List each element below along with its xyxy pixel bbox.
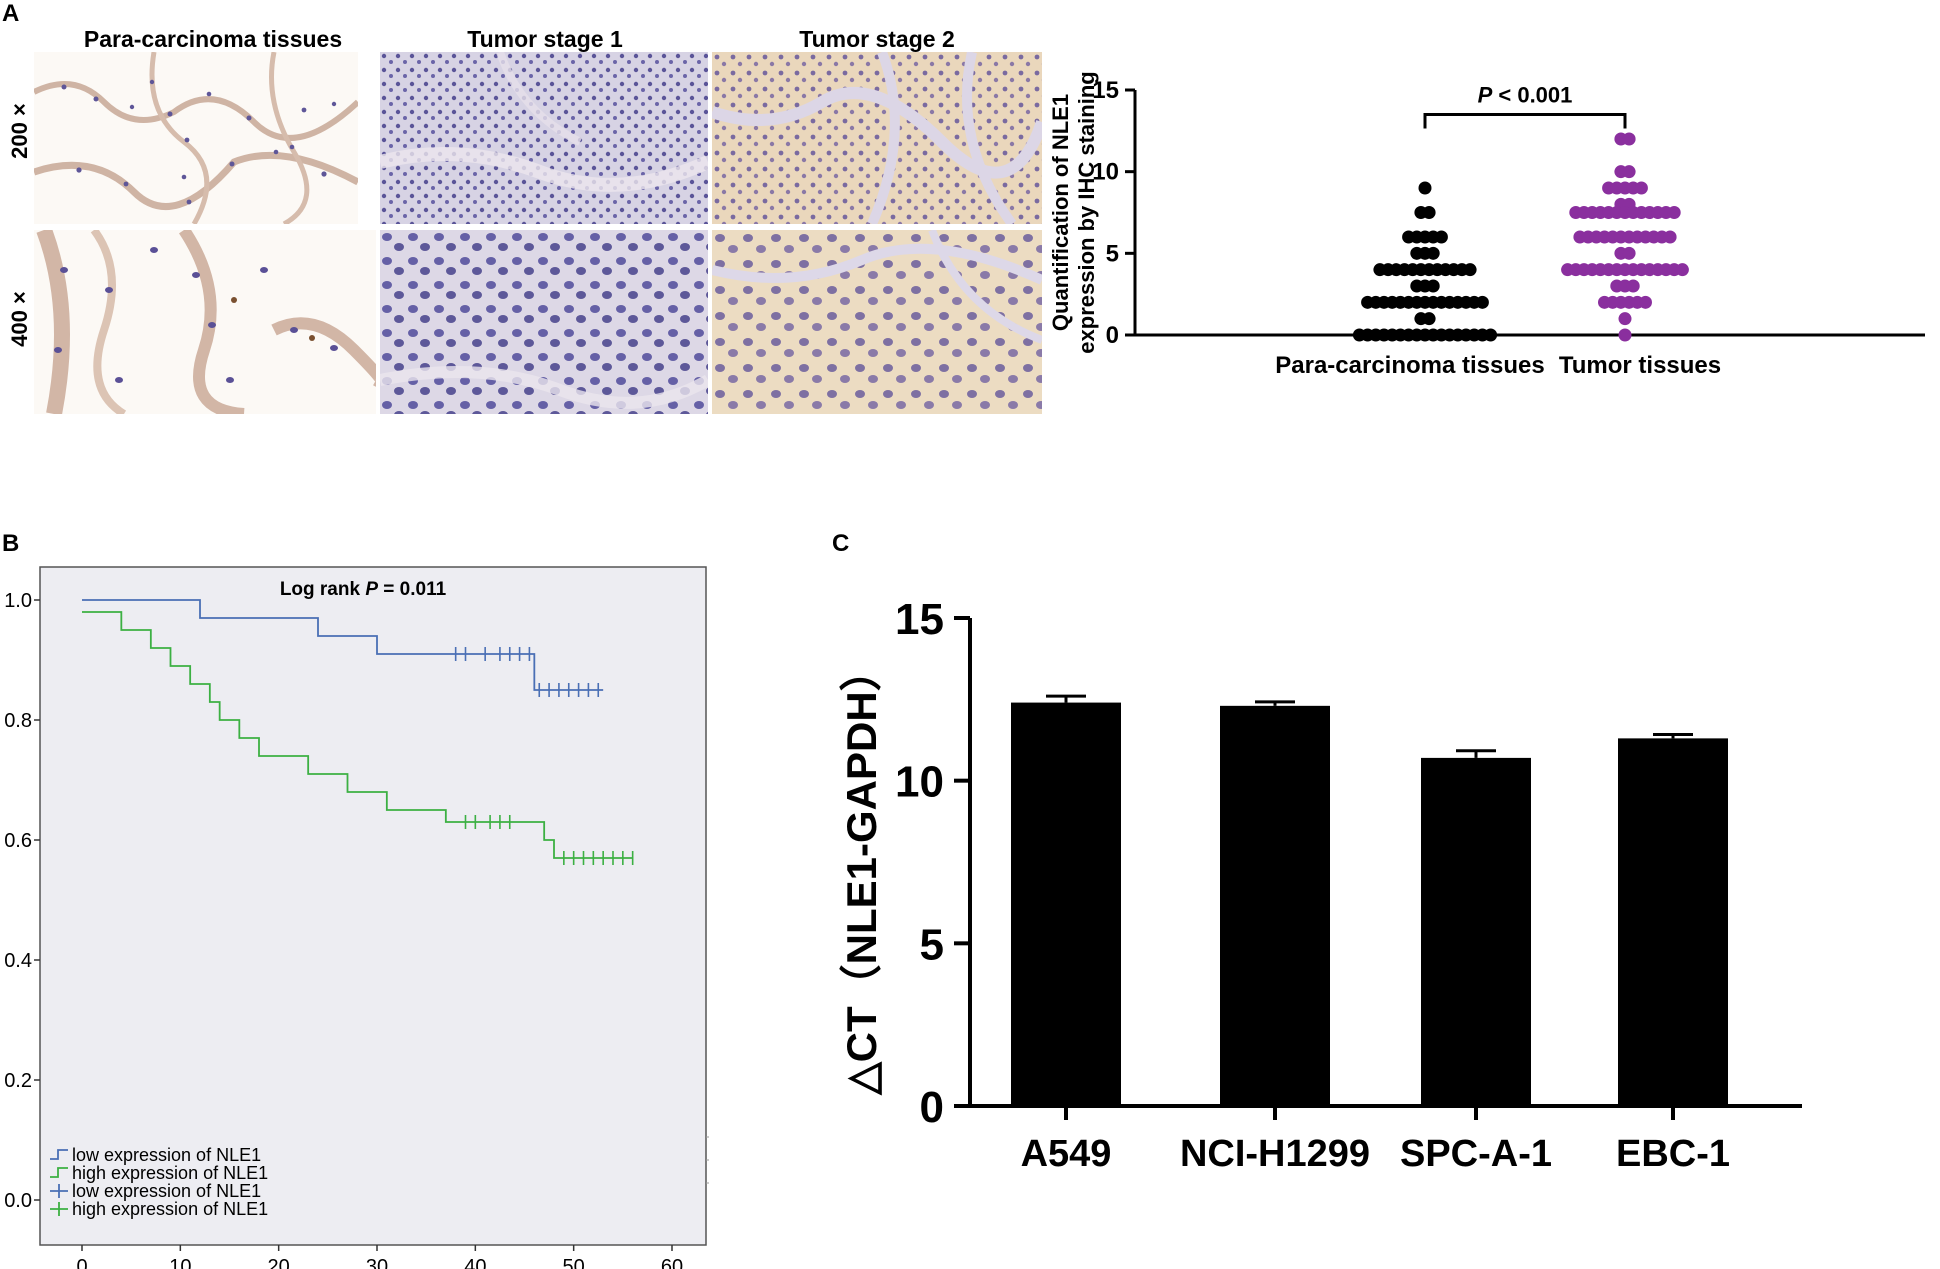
- x-tick-label: 0: [76, 1256, 87, 1269]
- panel-c-bar-chart: 0 5 10 15△CT（NLE1-GAPDH） A549 NCI-H1299 SPC-A-…: [838, 595, 1802, 1175]
- data-point: [1426, 246, 1440, 260]
- data-point: [1422, 206, 1436, 219]
- y-tick-label: 15: [895, 595, 944, 644]
- bar: [1011, 702, 1121, 1106]
- y-tick-label: 0.8: [4, 710, 32, 732]
- data-point: [1639, 295, 1652, 309]
- y-axis-label: Quantification of NLE1expression by IHC …: [1048, 71, 1099, 353]
- x-category-label: Para-carcinoma tissues: [1275, 352, 1544, 379]
- y-tick-label: 10: [1092, 159, 1119, 186]
- plot-area: [39, 566, 707, 1246]
- x-tick-label: 50: [563, 1256, 585, 1269]
- micrograph-stage2-200x: [712, 52, 1042, 224]
- panel-a-letter: A: [2, 0, 20, 27]
- x-category-label: Tumor tissues: [1559, 352, 1721, 379]
- micrograph-stage1-400x: [380, 230, 708, 414]
- row-label-200x: 200 ×: [7, 103, 32, 159]
- data-point: [1418, 181, 1432, 195]
- bar: [1421, 757, 1531, 1106]
- micrograph-stage1-200x: [380, 52, 708, 224]
- data-point: [1626, 279, 1640, 293]
- panel-c-letter: C: [832, 530, 850, 557]
- p-value-annotation: P < 0.001: [1478, 83, 1573, 108]
- y-tick-label: 0: [1106, 322, 1119, 349]
- y-tick-label: 5: [920, 920, 944, 969]
- bar: [1618, 738, 1728, 1106]
- y-tick-label: 0.2: [4, 1070, 32, 1092]
- data-point: [1634, 181, 1648, 195]
- km-curve: [82, 611, 633, 859]
- x-category-label: NCI-H1299: [1180, 1133, 1370, 1175]
- x-tick-label: 60: [661, 1256, 683, 1269]
- legend-swatch: [50, 1149, 68, 1160]
- y-tick-label: 1.0: [4, 590, 32, 612]
- x-tick-label: 10: [169, 1256, 191, 1269]
- y-tick-label: 0: [920, 1083, 944, 1132]
- data-point: [1422, 312, 1436, 326]
- y-tick-label: 0.4: [4, 950, 32, 972]
- micrograph-para-400x: [34, 230, 376, 414]
- x-category-label: SPC-A-1: [1400, 1133, 1552, 1175]
- y-tick-label: 5: [1106, 240, 1119, 267]
- data-point: [1622, 132, 1636, 146]
- y-tick-label: 10: [895, 758, 944, 807]
- km-curve: [82, 599, 604, 691]
- chart-title: Log rank P = 0.011: [280, 579, 447, 600]
- x-tick-label: 40: [464, 1256, 486, 1269]
- legend-label: low expression of NLE1: [72, 1145, 261, 1165]
- data-point: [1618, 312, 1632, 326]
- legend-label: high expression of NLE1: [72, 1199, 268, 1219]
- data-point: [1426, 279, 1440, 293]
- data-point: [1675, 263, 1689, 277]
- data-point: [1475, 295, 1489, 309]
- x-category-label: A549: [1021, 1133, 1112, 1175]
- y-axis-label: △CT（NLE1-GAPDH）: [838, 649, 885, 1095]
- legend-swatch: [50, 1167, 68, 1178]
- micrograph-para-200x: [34, 52, 358, 224]
- panel-b-letter: B: [2, 530, 20, 557]
- x-tick-label: 20: [268, 1256, 290, 1269]
- column-title-para-carcinoma: Para-carcinoma tissues: [83, 26, 343, 52]
- column-title-tumor-stage-1: Tumor stage 1: [467, 26, 623, 52]
- significance-bracket: [1423, 113, 1627, 129]
- legend-label: high expression of NLE1: [72, 1163, 268, 1183]
- column-title-tumor-stage-2: Tumor stage 2: [799, 26, 955, 52]
- x-tick-label: 30: [366, 1256, 388, 1269]
- data-point: [1484, 328, 1498, 342]
- micrograph-stage2-400x: [712, 230, 1042, 414]
- bar: [1220, 705, 1330, 1106]
- data-point: [1667, 206, 1681, 219]
- data-point: [1618, 328, 1632, 342]
- data-point: [1434, 230, 1448, 244]
- y-tick-label: 0.6: [4, 830, 32, 852]
- panel-b-km-chart: 0.0 0.2 0.4 0.6 0.8 1.0 0 10 20 30 40 50 60 Log rank …: [4, 566, 709, 1269]
- data-point: [1622, 246, 1636, 260]
- data-point: [1622, 165, 1636, 179]
- x-category-label: EBC-1: [1616, 1133, 1730, 1175]
- data-point: [1663, 230, 1677, 244]
- data-point: [1463, 263, 1477, 277]
- y-tick-label: 15: [1092, 77, 1119, 104]
- row-label-400x: 400 ×: [7, 291, 32, 347]
- legend-label: low expression of NLE1: [72, 1181, 261, 1201]
- y-tick-label: 0.0: [4, 1190, 32, 1212]
